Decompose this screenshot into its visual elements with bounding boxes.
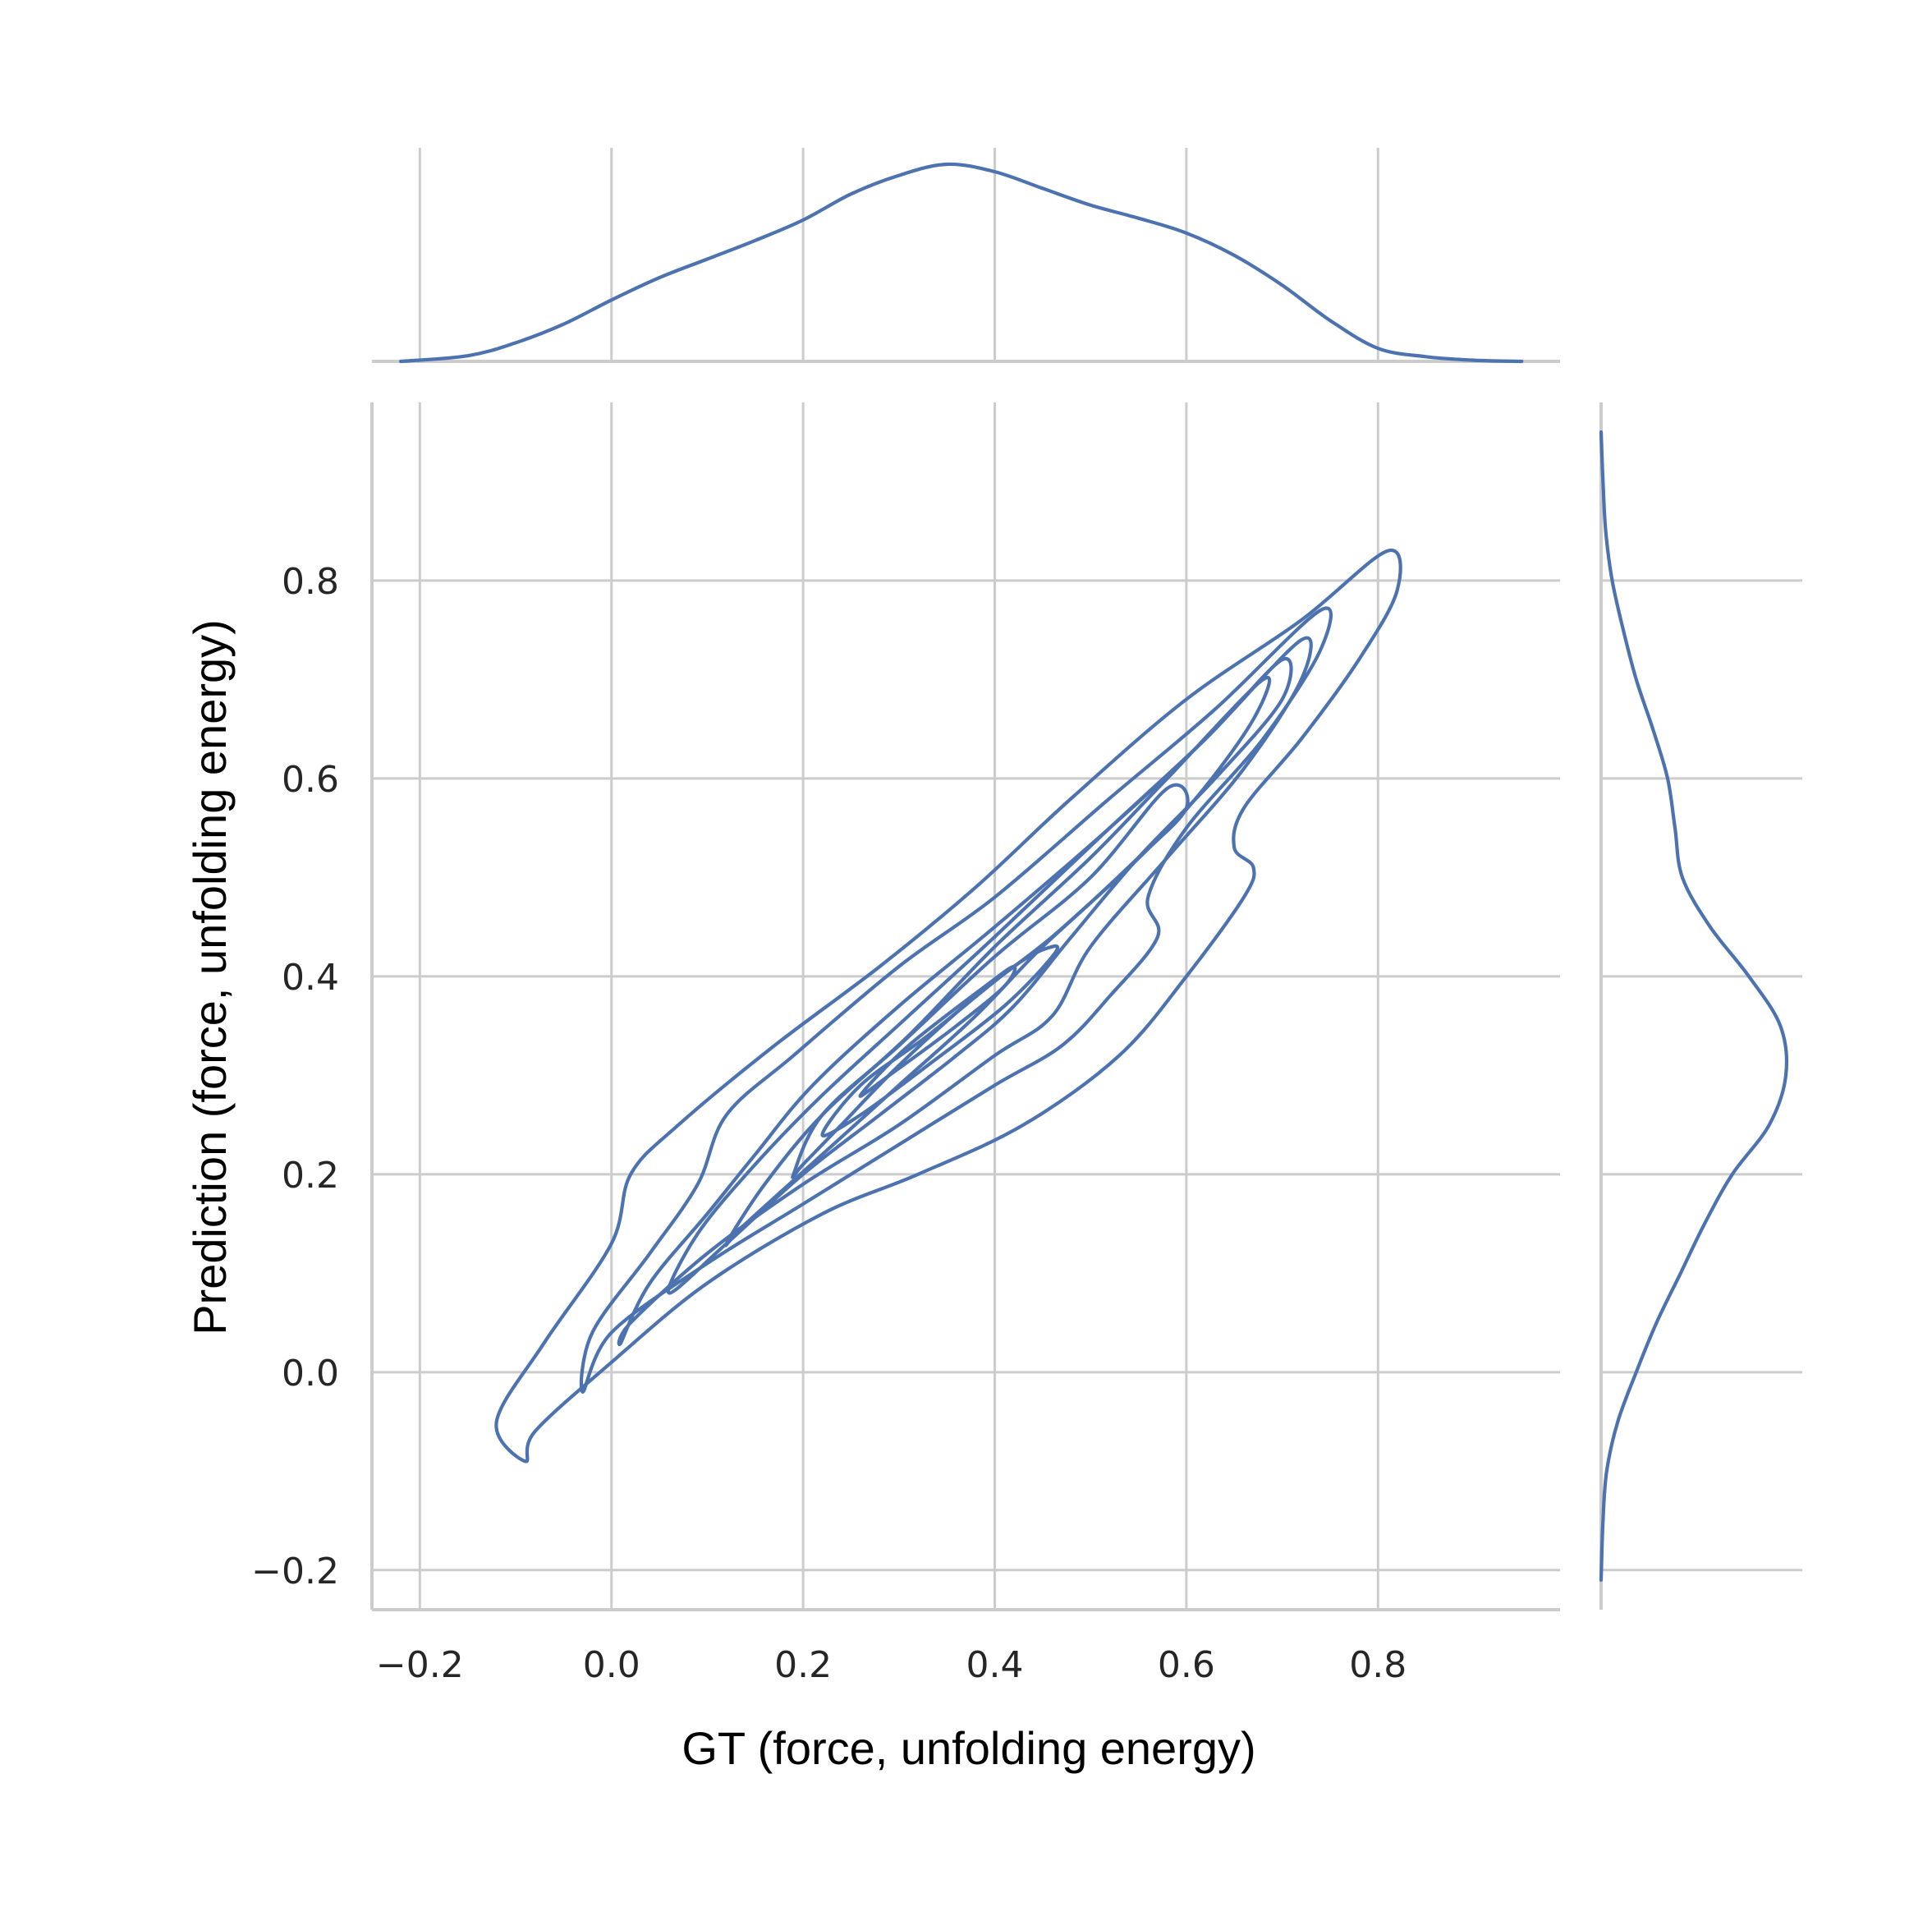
y-tick-label: 0.0 — [282, 1353, 339, 1395]
marginal-y-curve — [1599, 430, 1789, 1582]
x-tick-labels: −0.2 0.0 0.2 0.4 0.6 0.8 — [376, 1644, 1407, 1686]
y-tick-label: 0.8 — [282, 561, 339, 603]
x-axis-label: GT (force, unfolding energy) — [681, 1722, 1255, 1774]
y-tick-labels: −0.2 0.0 0.2 0.4 0.6 0.8 — [251, 561, 339, 1592]
y-tick-label: 0.4 — [282, 957, 339, 999]
x-tick-label: 0.8 — [1349, 1644, 1407, 1686]
x-tick-label: 0.0 — [583, 1644, 640, 1686]
marginal-x-curve — [398, 162, 1524, 364]
contour-level-6 — [791, 783, 1190, 1179]
x-tick-label: 0.6 — [1158, 1644, 1215, 1686]
marginal-x-density — [398, 162, 1524, 364]
axis-spines — [370, 360, 1603, 1611]
grid-lines — [372, 148, 1802, 1610]
x-tick-label: −0.2 — [376, 1644, 464, 1686]
x-tick-label: 0.4 — [966, 1644, 1024, 1686]
y-axis-label: Prediction (force, unfolding energy) — [184, 619, 236, 1335]
contour-level-3 — [617, 636, 1313, 1346]
y-tick-label: 0.6 — [282, 759, 339, 801]
y-tick-label: 0.2 — [282, 1155, 339, 1197]
y-tick-label: −0.2 — [251, 1551, 339, 1592]
contour-level-4 — [666, 656, 1293, 1295]
contour-level-8 — [858, 964, 1017, 1098]
contour-level-1 — [494, 548, 1402, 1464]
x-tick-label: 0.2 — [774, 1644, 832, 1686]
marginal-y-density — [1599, 430, 1789, 1582]
contour-level-2 — [579, 606, 1333, 1394]
contour-lines — [494, 548, 1402, 1464]
